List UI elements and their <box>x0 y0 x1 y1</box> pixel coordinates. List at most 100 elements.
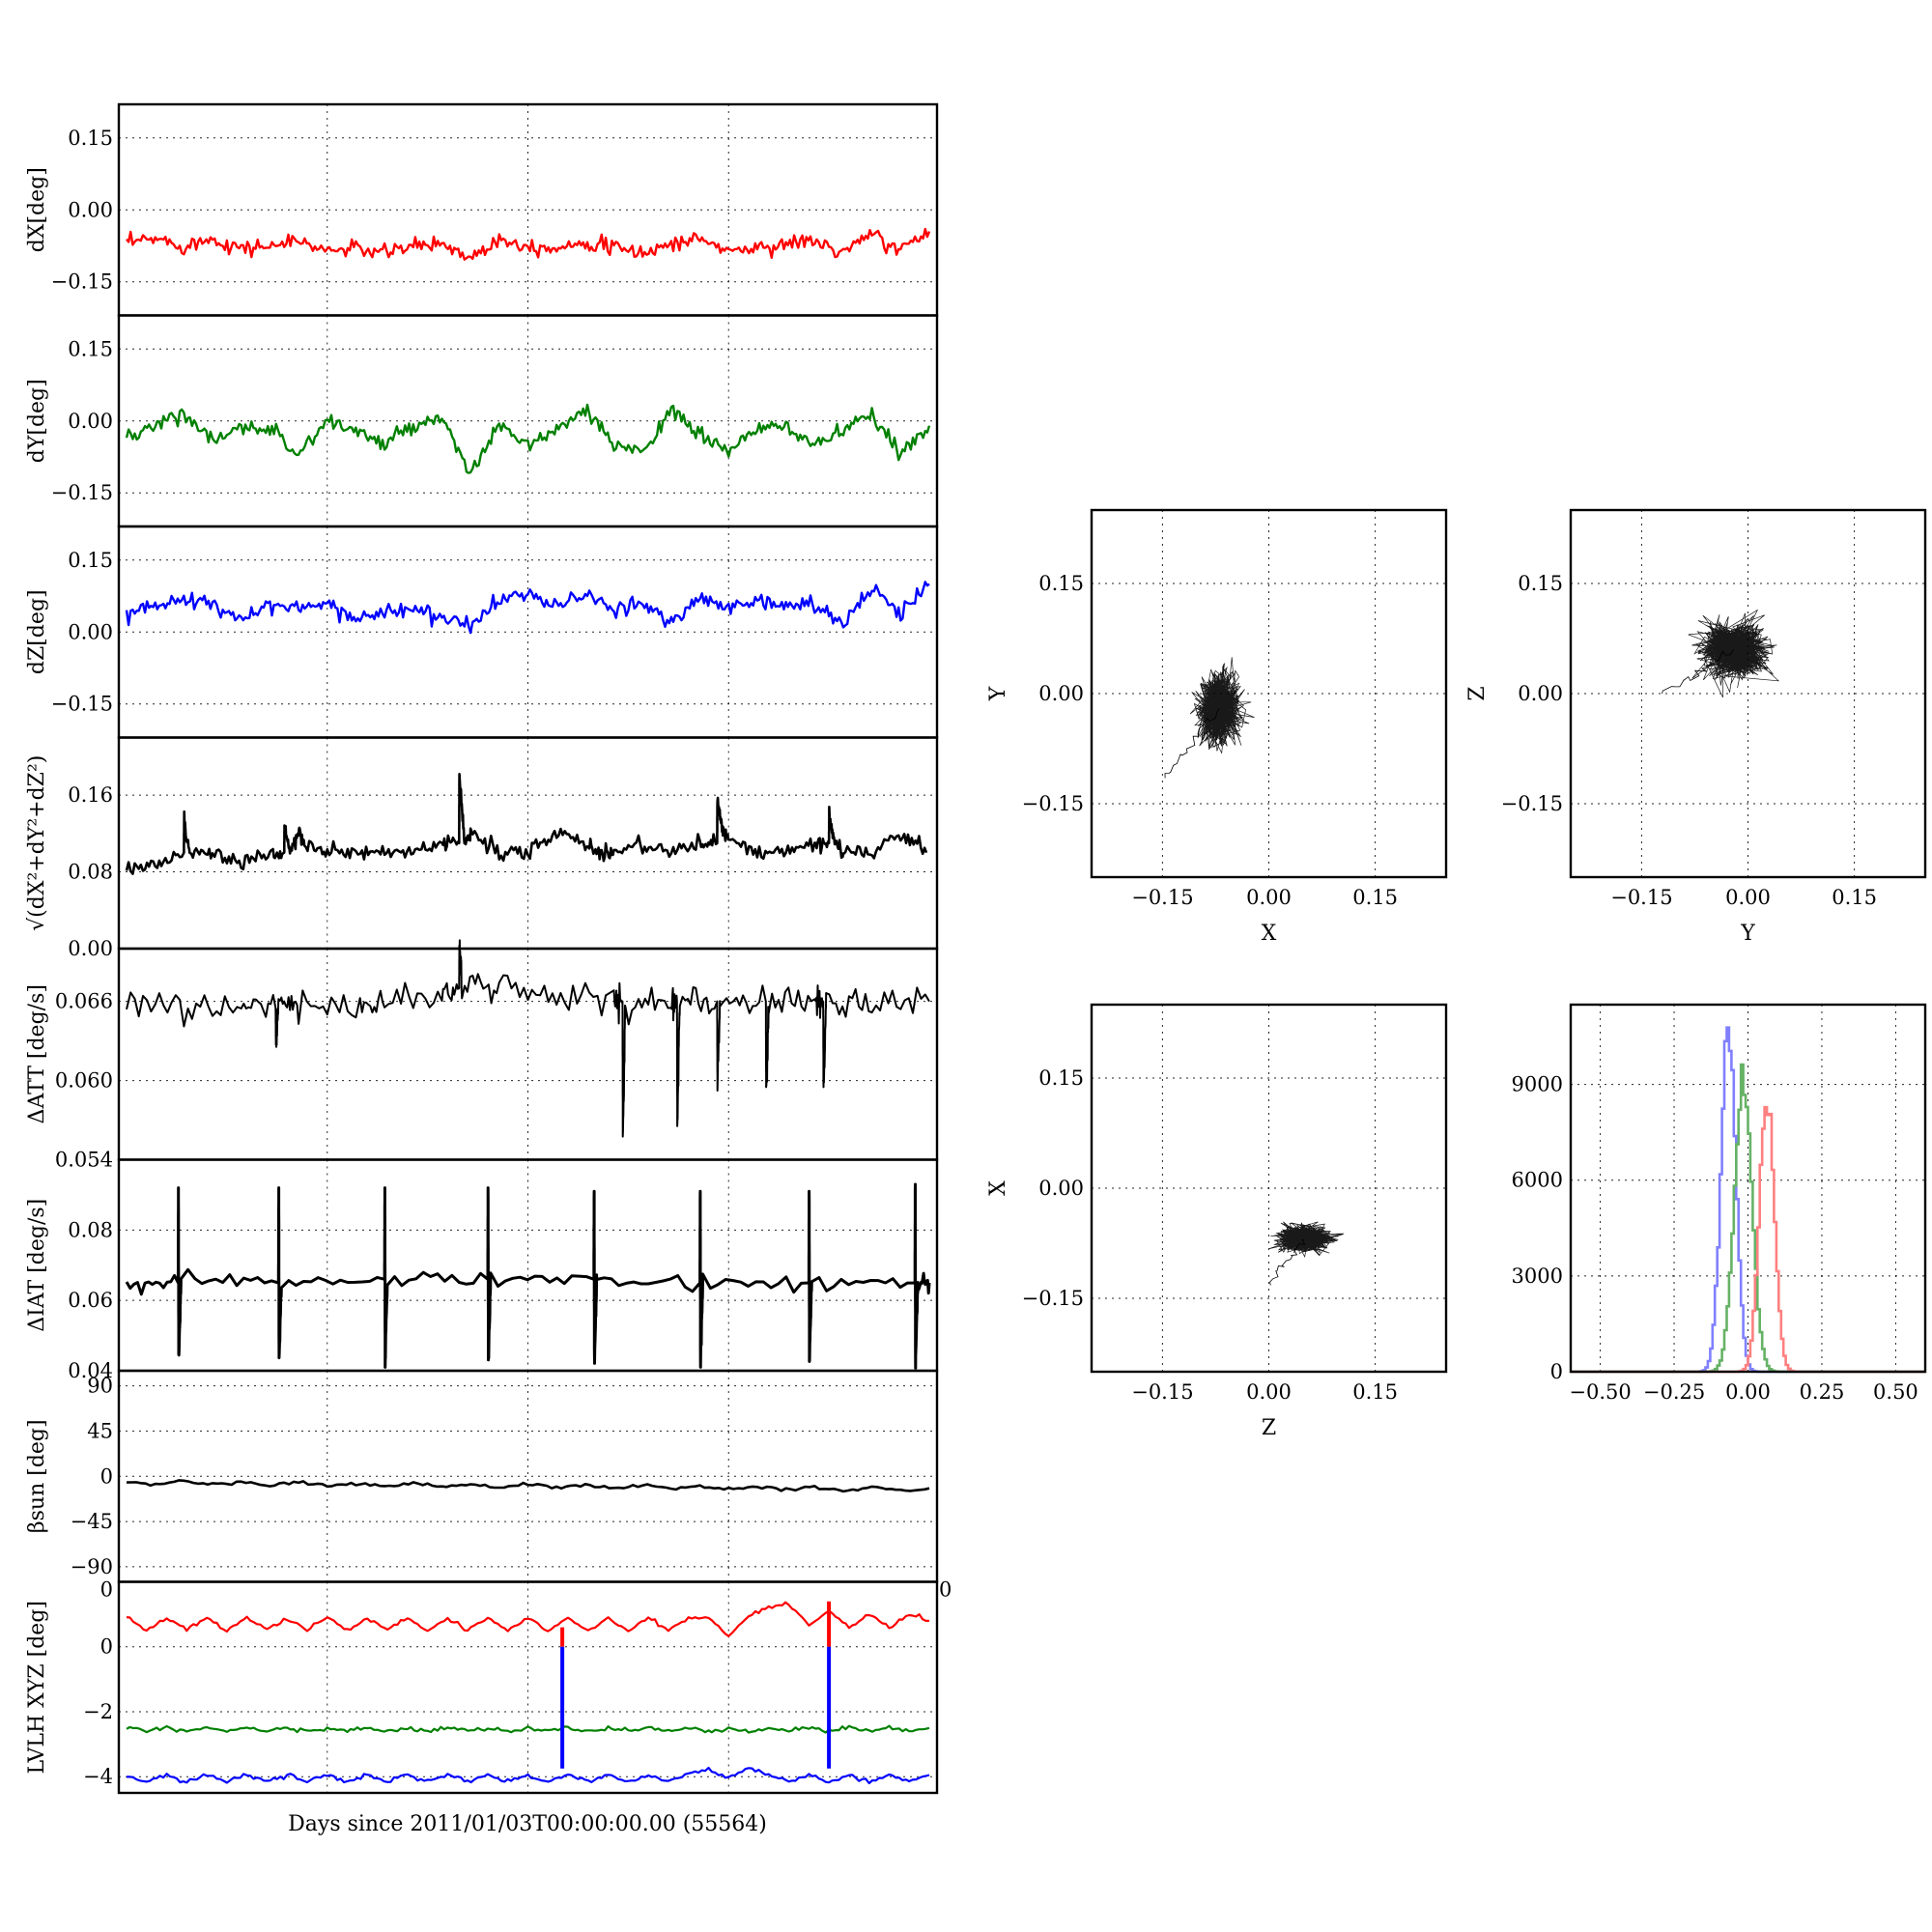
distribution-panels: −0.15 0.00 0.15 0.15 0.00 −0.15 X Y −0.15 0.00 0.1… <box>986 508 1927 1440</box>
series-line <box>126 1766 930 1785</box>
y-tick-label: 0.066 <box>55 990 113 1013</box>
scatter-tail <box>1269 1238 1306 1286</box>
y-tick-label: −45 <box>71 1510 113 1533</box>
y-tick-label: −90 <box>71 1555 113 1578</box>
y-tick-label: 0.15 <box>1038 1066 1084 1090</box>
y-tick-label: 0.00 <box>68 410 113 433</box>
y-tick-label: −0.15 <box>51 693 113 716</box>
y-tick-label: 0.15 <box>68 127 113 150</box>
axes-frame <box>117 1158 939 1373</box>
y-tick-label: 0.00 <box>1038 682 1084 705</box>
x-tick-label: 0.00 <box>1725 1380 1771 1404</box>
y-axis-label: Z <box>1465 686 1490 700</box>
y-tick-label: 0.15 <box>1518 572 1563 595</box>
y-tick-label: 0.060 <box>55 1069 113 1093</box>
series-line <box>126 1724 930 1734</box>
scatter-points <box>1688 609 1780 698</box>
scatter-panel-3: −0.15 0.00 0.15 0.15 0.00 −0.15 Z X <box>986 1003 1448 1440</box>
y-tick-label: −0.15 <box>1022 792 1084 815</box>
y-tick-label: −0.15 <box>51 481 113 504</box>
x-tick-label: 0.50 <box>1873 1380 1918 1404</box>
scatter-points <box>1268 1221 1345 1258</box>
x-tick-label: −0.15 <box>1131 1380 1193 1404</box>
series-line <box>125 403 931 474</box>
y-tick-label: −0.15 <box>51 270 113 294</box>
x-tick-label: 0.00 <box>1246 1380 1292 1404</box>
y-tick-label: 0 <box>100 1635 113 1659</box>
y-tick-label: −2 <box>83 1700 113 1723</box>
series-line <box>126 939 930 1138</box>
scatter-panel-2: −0.15 0.00 0.15 0.15 0.00 −0.15 Y Z <box>1465 508 1927 946</box>
series-line <box>125 581 930 635</box>
x-tick-label: 0.15 <box>1832 886 1877 909</box>
y-axis-label: dY[deg] <box>25 379 49 463</box>
series-line <box>126 1601 930 1637</box>
y-tick-label: 0 <box>100 1464 113 1488</box>
y-tick-label: 0.00 <box>68 198 113 221</box>
x-tick-label: 0.25 <box>1800 1380 1845 1404</box>
x-tick-label: −0.15 <box>1131 886 1193 909</box>
axes-frame <box>117 947 939 1161</box>
histogram-panel: −0.50 −0.25 0.00 0.25 0.50 9000 6000 3000 0 <box>1512 1003 1927 1404</box>
y-tick-label: 0.08 <box>68 861 113 884</box>
panel-7: 90 45 0 −45 −90 βsun [deg] <box>25 1369 939 1583</box>
y-tick-label: 0.06 <box>68 1289 113 1312</box>
scatter-points <box>1189 657 1255 754</box>
y-tick-label: 0.15 <box>68 549 113 572</box>
series-line <box>125 773 928 875</box>
x-tick-label: 0.15 <box>1352 1380 1398 1404</box>
y-tick-label: 0.15 <box>1038 572 1084 595</box>
panel-8: 0 −2 −4 LVLH XYZ [deg] 0 0 <box>25 1578 952 1795</box>
y-tick-label: 90 <box>87 1375 113 1398</box>
y-axis-label: LVLH XYZ [deg] <box>25 1601 49 1775</box>
y-tick-label: 0.00 <box>68 937 113 960</box>
axes-frame <box>1090 1003 1448 1374</box>
y-axis-label: √(dX²+dY²+dZ²) <box>25 755 49 931</box>
y-tick-label: 9000 <box>1512 1073 1563 1096</box>
y-tick-label: 0.08 <box>68 1218 113 1241</box>
time-series-panels: 0.150.00−0.15dX[deg]0.150.00−0.15dY[deg]… <box>25 102 952 1795</box>
y-tick-label: 6000 <box>1512 1169 1563 1192</box>
histogram-series <box>1571 1063 1925 1374</box>
y-tick-label: 0.00 <box>1038 1177 1084 1200</box>
axes-frame <box>1090 508 1448 879</box>
y-tick-label: 0.04 <box>68 1359 113 1382</box>
panel-6: 0.08 0.06 0.04 ΔIAT [deg/s] <box>25 1158 939 1382</box>
axes-frame <box>1569 1003 1927 1374</box>
y-axis-label: ΔATT [deg/s] <box>25 984 49 1123</box>
series-line <box>126 227 931 261</box>
scatter-tail <box>1164 708 1220 779</box>
scatter-panel-1: −0.15 0.00 0.15 0.15 0.00 −0.15 X Y <box>986 508 1448 946</box>
panel-4: 0.16 0.08 0.00 √(dX²+dY²+dZ²) <box>25 736 939 960</box>
y-tick-label: 0.16 <box>68 783 113 807</box>
x-tick-label: 0.00 <box>1246 886 1292 909</box>
scatter-tail <box>1662 649 1735 695</box>
x-tick-label: −0.15 <box>1610 886 1672 909</box>
panel-5: 0.066 0.060 0.054 ΔATT [deg/s] <box>25 939 939 1172</box>
y-tick-label: −0.15 <box>1501 792 1563 815</box>
y-tick-label: 0.054 <box>55 1149 113 1172</box>
x-tick-label: −0.25 <box>1643 1380 1705 1404</box>
y-axis-label: dZ[deg] <box>25 589 49 674</box>
y-axis-label: X <box>986 1180 1010 1196</box>
series-line <box>126 1479 930 1493</box>
y-tick-label: 0.00 <box>68 620 113 643</box>
y-tick-label: 0.00 <box>1518 682 1563 705</box>
y-tick-label: −4 <box>83 1765 113 1788</box>
y-tick-label: 3000 <box>1512 1264 1563 1288</box>
y-axis-label: Y <box>986 686 1010 701</box>
y-axis-label: βsun [deg] <box>25 1419 49 1533</box>
y-axis-label: dX[deg] <box>25 167 49 252</box>
y-tick-label: 0 <box>1550 1360 1563 1383</box>
series-line <box>125 1182 931 1370</box>
x-tick-label: 0.15 <box>1352 886 1398 909</box>
y-axis-label: ΔIAT [deg/s] <box>25 1199 49 1332</box>
y-tick-label: 45 <box>87 1419 113 1442</box>
axes-frame <box>1569 508 1927 879</box>
x-tick-label: 0.00 <box>1725 886 1771 909</box>
y-tick-label: −0.15 <box>1022 1287 1084 1310</box>
shared-x-axis-label: Days since 2011/01/03T00:00:00.00 (55564… <box>288 1812 767 1836</box>
x-axis-label: Y <box>1740 922 1755 946</box>
